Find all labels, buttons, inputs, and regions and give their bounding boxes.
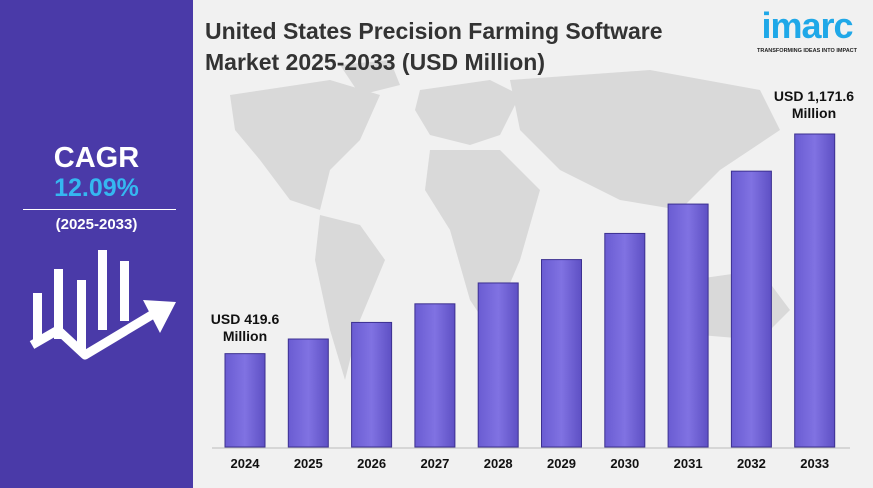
bar-2024	[224, 353, 266, 448]
x-tick-label: 2024	[231, 456, 261, 471]
imarc-logo: imarc TRANSFORMING IDEAS INTO IMPACT	[746, 4, 868, 54]
cagr-label: CAGR	[53, 142, 140, 174]
first-label-line2: Million	[222, 328, 268, 344]
chart-title: United States Precision Farming Software…	[205, 18, 663, 75]
x-tick-label: 2028	[484, 456, 513, 471]
bar-2032	[730, 170, 772, 448]
bar-2030	[604, 232, 646, 448]
last-label-line1: USD 1,171.6	[773, 88, 855, 104]
x-tick-label: 2025	[294, 456, 323, 471]
x-tick-label: 2029	[547, 456, 576, 471]
bar-2028	[477, 282, 519, 448]
x-tick-label: 2033	[800, 456, 829, 471]
last-label-line2: Million	[791, 105, 837, 121]
bar-2033	[794, 133, 836, 448]
logo-tagline: TRANSFORMING IDEAS INTO IMPACT	[756, 48, 858, 54]
last-value-label: USD 1,171.6 Million	[764, 88, 864, 122]
divider	[23, 209, 176, 210]
cagr-value: 12.09%	[54, 174, 139, 202]
x-tick-label: 2030	[610, 456, 639, 471]
bar-2025	[287, 338, 329, 448]
cagr-period: (2025-2033)	[55, 216, 138, 233]
first-label-line1: USD 419.6	[210, 311, 280, 327]
x-tick-label: 2026	[357, 456, 386, 471]
growth-chart-icon	[29, 250, 176, 360]
x-tick-label: 2032	[737, 456, 766, 471]
bar-2031	[667, 203, 709, 448]
bar-2027	[414, 303, 456, 448]
cagr-panel: CAGR 12.09% (2025-2033)	[0, 0, 193, 488]
bar-2029	[541, 259, 582, 448]
bar-2026	[351, 321, 393, 448]
x-tick-label: 2031	[674, 456, 703, 471]
x-tick-label: 2027	[420, 456, 449, 471]
first-value-label: USD 419.6 Million	[205, 311, 285, 345]
logo-wordmark: imarc	[761, 5, 853, 46]
